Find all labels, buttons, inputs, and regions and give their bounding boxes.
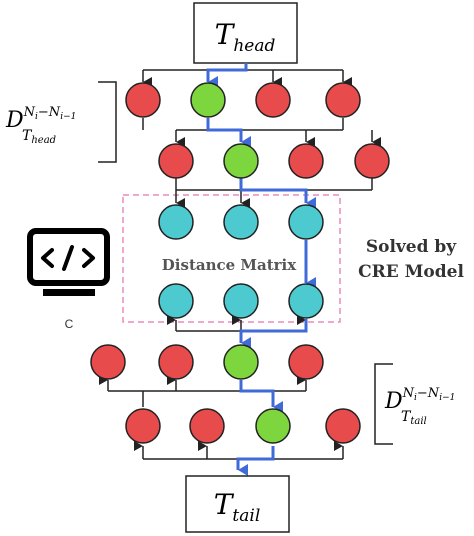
matrix-top-node — [288, 204, 324, 240]
tail-layer2-node — [125, 408, 161, 444]
head-bracket — [98, 81, 117, 163]
head-to-layer1-connectors — [142, 69, 352, 87]
tail-layer2-node-selected — [255, 408, 291, 444]
head-distance-label: DNi−Ni−1 — [5, 105, 76, 133]
head-layer2-node-selected — [223, 143, 259, 179]
nodes — [90, 82, 390, 444]
solved-by-label: Solved by — [366, 237, 457, 257]
head-layer1-node-selected — [190, 82, 226, 118]
tail-to-matrix-connectors — [167, 315, 307, 332]
tail-layer1-node — [90, 344, 126, 380]
head-layer1-node — [125, 82, 161, 118]
svg-text:Thead: Thead — [215, 18, 276, 56]
svg-text:Ttail: Ttail — [214, 488, 261, 526]
tail-distance-label: DNi−Ni−1 — [384, 386, 455, 414]
head-layer1-node — [325, 82, 361, 118]
code-monitor-icon — [27, 228, 110, 296]
tail-box-connectors — [134, 441, 344, 460]
tail-layer2-node — [325, 408, 361, 444]
layer1-to-layer2-connectors — [142, 118, 381, 147]
selected-path — [206, 63, 316, 476]
head-layer2-node — [288, 143, 324, 179]
matrix-top-node — [158, 204, 194, 240]
matrix-bottom-node — [288, 283, 324, 319]
distance-matrix-region — [122, 194, 341, 323]
matrix-top-node — [223, 204, 259, 240]
tail-layer1-node — [288, 344, 324, 380]
head-layer2-node — [158, 143, 194, 179]
icon-caption: C — [65, 317, 74, 331]
distance-matrix-label: Distance Matrix — [162, 256, 297, 274]
matrix-bottom-node — [158, 283, 194, 319]
tail-box: Ttail — [185, 475, 290, 533]
matrix-bottom-node — [223, 283, 259, 319]
tail-layer-connectors — [99, 375, 307, 407]
tail-distance-subscript: Ttail — [401, 409, 427, 427]
head-distance-subscript: Thead — [22, 128, 56, 146]
head-layer2-node — [354, 143, 390, 179]
tail-bracket — [374, 363, 393, 445]
tail-layer1-node — [158, 344, 194, 380]
head-layer1-node — [255, 82, 291, 118]
cre-model-label: CRE Model — [358, 262, 464, 282]
tail-layer1-node-selected — [223, 344, 259, 380]
head-box: Thead — [193, 2, 298, 64]
tail-layer2-node — [189, 408, 225, 444]
